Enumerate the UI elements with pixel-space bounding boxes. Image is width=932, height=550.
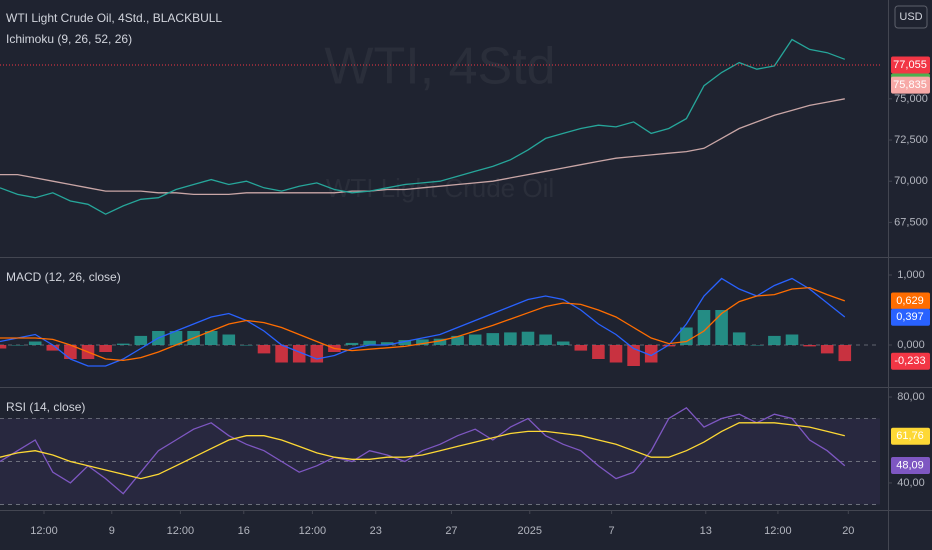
value-tag-label: 0,397 [896, 311, 924, 323]
histogram-bar [680, 327, 693, 346]
histogram-bar [204, 331, 218, 346]
series-line [0, 277, 846, 367]
histogram-bar [574, 345, 588, 351]
histogram-bar [592, 345, 605, 360]
histogram-bar [750, 345, 764, 346]
pane-title: RSI (14, close) [6, 400, 85, 414]
value-tag [891, 457, 930, 475]
y-tick-label: 72,500 [894, 134, 928, 146]
histogram-bar [28, 341, 42, 346]
watermark-sub: WTI Light Crude Oil [326, 173, 554, 203]
histogram-bar [292, 345, 306, 363]
value-tag-label: 48,09 [896, 459, 924, 471]
x-tick-label: 9 [109, 525, 115, 537]
series-line [0, 286, 846, 362]
histogram-bar [11, 345, 24, 346]
histogram-bar [697, 310, 711, 346]
value-tag [891, 292, 930, 310]
x-tick-label: 20 [842, 525, 854, 537]
value-tag-label: 0,629 [896, 295, 924, 307]
currency-button[interactable] [894, 5, 928, 29]
histogram-bar [0, 345, 7, 349]
histogram-bar [257, 345, 271, 354]
histogram-bar [838, 345, 852, 362]
value-tag [891, 308, 930, 326]
y-tick-label: 40,00 [897, 477, 925, 489]
histogram-bar [363, 340, 376, 346]
histogram-bar [785, 334, 799, 346]
histogram-bar [380, 342, 394, 346]
value-tag-label: 77,055 [893, 59, 927, 71]
histogram-bar [275, 345, 288, 363]
histogram-bar [644, 345, 658, 363]
y-tick-label: 80,00 [897, 391, 925, 403]
histogram-bar [715, 310, 728, 346]
series-line [0, 38, 846, 215]
histogram-bar [99, 345, 112, 353]
x-tick-label: 12:00 [299, 525, 327, 537]
value-tag [891, 76, 930, 94]
histogram-bar [768, 335, 781, 346]
histogram-bar [46, 345, 60, 351]
x-tick-label: 2025 [518, 525, 542, 537]
value-tag-label: 75,835 [893, 79, 927, 91]
histogram-bar [310, 345, 324, 363]
value-tag [891, 56, 930, 74]
histogram-bar [240, 345, 253, 346]
x-tick-label: 23 [370, 525, 382, 537]
pane-title: MACD (12, 26, close) [6, 270, 121, 284]
histogram-bar [433, 338, 447, 346]
histogram-bar [116, 343, 130, 346]
x-tick-label: 7 [609, 525, 615, 537]
histogram-bar [521, 331, 535, 346]
histogram-bar [345, 342, 359, 346]
x-tick-label: 16 [238, 525, 250, 537]
series-line [0, 422, 845, 480]
value-tag [891, 352, 930, 370]
x-tick-label: 12:00 [30, 525, 58, 537]
histogram-bar [64, 345, 77, 360]
histogram-bar [504, 332, 517, 346]
value-tag [891, 427, 930, 445]
x-tick-label: 13 [700, 525, 712, 537]
value-tag-label: 61,76 [896, 430, 924, 442]
histogram-bar [222, 334, 236, 346]
series-line [0, 406, 846, 495]
histogram-bar [134, 335, 148, 346]
y-tick-label: 70,000 [894, 175, 928, 187]
histogram-bar [398, 340, 412, 346]
histogram-bar [539, 334, 552, 346]
histogram-bar [732, 332, 746, 346]
series-line [0, 98, 845, 196]
histogram-bar [609, 345, 623, 363]
histogram-bar [820, 345, 834, 354]
x-tick-label: 12:00 [764, 525, 792, 537]
x-tick-label: 12:00 [167, 525, 195, 537]
histogram-bar [486, 333, 500, 346]
histogram-bar [468, 334, 482, 346]
y-tick-label: 0,000 [897, 339, 925, 351]
histogram-bar [416, 339, 429, 346]
pane-subtitle: Ichimoku (9, 26, 52, 26) [6, 32, 132, 46]
y-tick-label: 75,000 [894, 93, 928, 105]
histogram-bar [556, 341, 570, 346]
histogram-bar [803, 345, 816, 347]
currency-label[interactable]: USD [899, 11, 922, 23]
value-tag-label: -0,233 [894, 355, 925, 367]
watermark: WTI, 4Std [324, 38, 555, 96]
y-tick-label: 67,500 [894, 216, 928, 228]
histogram-bar [169, 331, 183, 346]
pane-title: WTI Light Crude Oil, 4Std., BLACKBULL [6, 11, 222, 25]
y-tick-label: 1,000 [897, 269, 925, 281]
histogram-bar [451, 335, 464, 346]
x-tick-label: 27 [445, 525, 457, 537]
